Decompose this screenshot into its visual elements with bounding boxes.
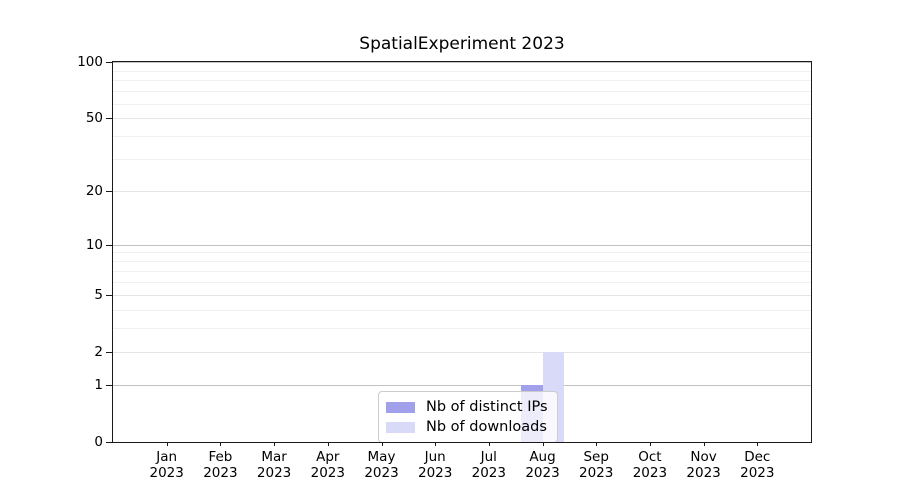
x-tick-mark xyxy=(166,442,168,446)
x-tick-year: 2023 xyxy=(686,465,721,481)
y-tick-mark xyxy=(106,384,113,386)
x-tick-label-jan: Jan 2023 xyxy=(135,449,199,481)
y-gridline-minor xyxy=(113,281,811,283)
x-tick-year: 2023 xyxy=(418,465,453,481)
x-tick-month: Jan xyxy=(156,449,178,465)
y-tick-label: 0 xyxy=(94,434,103,450)
x-tick-label-feb: Feb 2023 xyxy=(188,449,252,481)
x-tick-label-mar: Mar 2023 xyxy=(242,449,306,481)
legend: Nb of distinct IPs Nb of downloads xyxy=(378,391,558,443)
x-tick-mark xyxy=(542,442,544,446)
x-tick-month: Dec xyxy=(744,449,771,465)
legend-swatch-downloads xyxy=(386,421,415,433)
x-tick-month: Mar xyxy=(261,449,287,465)
x-tick-mark xyxy=(488,442,490,446)
y-tick-label: 100 xyxy=(77,54,103,70)
x-tick-mark xyxy=(220,442,222,446)
y-gridline xyxy=(113,191,811,193)
x-tick-month: Feb xyxy=(208,449,233,465)
y-tick-mark xyxy=(106,294,113,296)
y-gridline-minor xyxy=(113,136,811,138)
x-tick-year: 2023 xyxy=(203,465,238,481)
y-gridline-major xyxy=(113,62,811,63)
x-tick-year: 2023 xyxy=(632,465,668,481)
x-tick-mark xyxy=(274,442,276,446)
y-gridline-minor xyxy=(113,270,811,272)
x-tick-month: Apr xyxy=(316,449,340,465)
x-tick-year: 2023 xyxy=(525,465,560,481)
plot-area: Nb of distinct IPs Nb of downloads 0 1 2 5 1… xyxy=(77,54,812,481)
y-gridline-minor xyxy=(113,252,811,254)
y-tick-mark xyxy=(106,351,113,353)
legend-item-distinct-ips: Nb of distinct IPs xyxy=(386,397,548,417)
y-tick-mark xyxy=(106,62,113,63)
y-gridline xyxy=(113,294,811,296)
y-tick-label: 10 xyxy=(85,236,103,253)
y-gridline-minor xyxy=(113,309,811,311)
x-tick-mark xyxy=(703,442,705,446)
y-gridline-minor xyxy=(113,91,811,92)
x-tick-mark xyxy=(327,442,329,446)
y-tick-label: 2 xyxy=(94,343,103,360)
x-tick-month: Jul xyxy=(480,449,497,465)
x-tick-year: 2023 xyxy=(740,465,775,481)
x-tick-month: May xyxy=(367,449,396,465)
legend-label-distinct-ips: Nb of distinct IPs xyxy=(426,399,548,415)
legend-label-downloads: Nb of downloads xyxy=(426,419,547,435)
y-gridline-minor xyxy=(113,103,811,105)
x-tick-month: Jun xyxy=(424,449,446,465)
y-tick-mark xyxy=(106,442,113,443)
x-tick-label-jun: Jun 2023 xyxy=(403,449,467,481)
y-gridline-major xyxy=(113,244,811,246)
x-tick-label-oct: Oct 2023 xyxy=(618,449,682,481)
x-tick-label-may: May 2023 xyxy=(350,449,414,481)
legend-swatch-distinct-ips xyxy=(386,401,415,413)
y-tick-label: 5 xyxy=(94,286,103,303)
y-gridline-minor xyxy=(113,70,811,72)
x-tick-mark xyxy=(757,442,759,446)
x-tick-year: 2023 xyxy=(149,465,184,481)
x-tick-mark xyxy=(435,442,437,446)
y-gridline-minor xyxy=(113,261,811,263)
y-tick-label: 20 xyxy=(85,183,103,200)
x-tick-year: 2023 xyxy=(579,465,614,481)
y-tick-mark xyxy=(106,244,113,246)
x-tick-label-aug: Aug 2023 xyxy=(511,449,575,481)
x-tick-label-apr: Apr 2023 xyxy=(296,449,360,481)
x-tick-label-jul: Jul 2023 xyxy=(457,449,521,481)
x-tick-month: Aug xyxy=(529,449,556,465)
y-gridline-minor xyxy=(113,327,811,329)
y-gridline xyxy=(113,351,811,353)
x-tick-year: 2023 xyxy=(310,465,345,481)
x-tick-mark xyxy=(381,442,383,446)
x-tick-month: Oct xyxy=(638,449,662,465)
y-tick-mark xyxy=(106,118,113,120)
x-tick-month: Nov xyxy=(690,449,717,465)
y-tick-label: 1 xyxy=(94,376,103,393)
x-tick-month: Sep xyxy=(583,449,609,465)
y-gridline xyxy=(113,118,811,120)
legend-item-downloads: Nb of downloads xyxy=(386,417,548,437)
x-tick-year: 2023 xyxy=(256,465,292,481)
x-tick-mark xyxy=(596,442,598,446)
y-gridline-minor xyxy=(113,159,811,161)
x-tick-year: 2023 xyxy=(364,465,399,481)
y-tick-label: 50 xyxy=(85,110,103,127)
x-tick-mark xyxy=(649,442,651,446)
chart-title: SpatialExperiment 2023 xyxy=(359,34,565,54)
x-tick-label-dec: Dec 2023 xyxy=(725,449,789,481)
x-tick-label-nov: Nov 2023 xyxy=(672,449,736,481)
x-tick-year: 2023 xyxy=(471,465,506,481)
y-gridline-minor xyxy=(113,80,811,82)
y-gridline-major xyxy=(113,384,811,386)
x-tick-label-sep: Sep 2023 xyxy=(564,449,628,481)
y-tick-mark xyxy=(106,191,113,193)
